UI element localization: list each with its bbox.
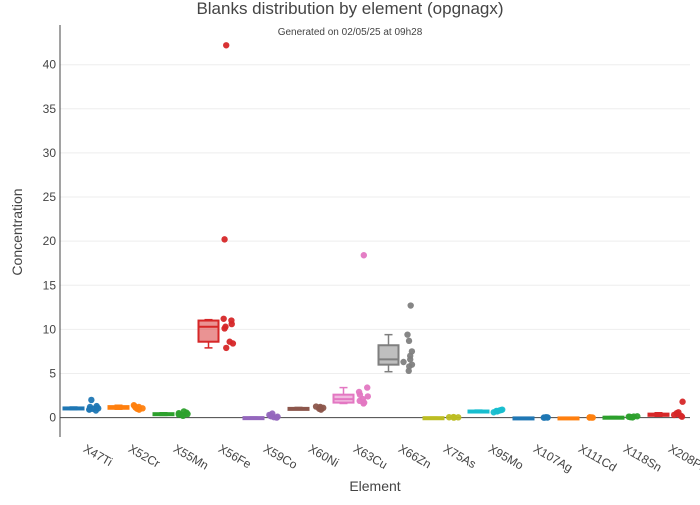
x-tick-label: X60Ni [306,441,341,469]
x-axis: X47Ti X52Cr X55Mn X56Fe X59Co X60Ni X63Cu X66Zn… [81,441,700,475]
series-x118sn [602,413,641,421]
y-tick-label: 40 [43,58,57,72]
data-point [497,406,505,414]
data-point [132,404,139,411]
chart-subtitle: Generated on 02/05/25 at 09h28 [278,27,423,38]
data-point [139,405,146,412]
data-point [455,414,462,421]
data-point [450,413,457,421]
data-point [404,331,411,338]
data-point [269,410,276,417]
series-x95mo [467,406,506,416]
data-point [88,396,95,404]
series-x59co [242,410,281,421]
data-point [223,344,230,352]
series-x63cu [332,252,372,407]
data-point [408,361,416,368]
data-point [408,348,416,355]
data-point [221,236,228,243]
x-tick-label: X59Co [261,441,300,472]
series-x52cr [107,402,146,413]
data-point [222,323,229,330]
x-tick-label: X75As [441,441,479,471]
x-tick-label: X118Sn [621,441,664,474]
x-tick-label: X47Ti [81,441,115,469]
data-point [625,413,632,420]
data-point [679,398,686,405]
y-tick-label: 15 [43,278,57,292]
data-point [355,388,363,396]
box [377,344,400,366]
data-point [228,317,235,324]
x-axis-label: Element [349,478,400,494]
data-point [223,42,230,49]
y-tick-label: 35 [43,102,57,116]
x-tick-label: X52Cr [126,441,162,470]
series-x47ti [62,396,102,414]
data-point [543,414,551,421]
data-point [95,405,102,412]
plot-area [62,42,686,421]
series-x107ag [512,414,551,421]
series-x111cd [557,414,596,421]
x-tick-label: X63Cu [351,441,390,471]
series-x208pb [647,398,686,420]
series-x75as [422,413,462,421]
data-point [589,414,596,421]
data-point [180,408,188,415]
y-tick-label: 5 [49,366,56,380]
series-x56fe [197,42,237,352]
y-tick-label: 10 [43,322,57,336]
data-point [86,406,93,413]
y-tick-label: 25 [43,190,57,204]
data-point [312,403,320,410]
y-tick-label: 20 [43,234,57,248]
x-tick-label: X208Pb [666,441,700,475]
data-point [274,413,281,420]
data-point [175,411,182,418]
x-tick-label: X111Cd [576,441,619,474]
data-point [364,393,372,400]
series-x55mn [152,408,191,420]
data-point [360,252,368,259]
box [197,319,220,343]
data-point [634,413,641,420]
data-point [220,315,227,322]
series-x60ni [287,403,327,413]
data-point [675,409,682,416]
gridlines [60,64,690,419]
series-x66zn [377,302,416,375]
y-axis: 0 5 10 15 20 25 30 35 40 [43,25,61,437]
x-tick-label: X66Zn [396,441,434,471]
chart-title: Blanks distribution by element (opgnagx) [196,0,503,18]
y-axis-label: Concentration [9,188,25,275]
y-tick-label: 30 [43,146,57,160]
data-point [400,358,407,366]
y-tick-label: 0 [49,411,56,425]
x-tick-label: X56Fe [216,441,254,471]
data-point [364,384,371,391]
data-point [407,302,414,309]
x-tick-label: X107Ag [531,441,575,474]
data-point [405,337,413,345]
x-tick-label: X95Mo [486,441,526,472]
data-point [226,338,233,345]
x-tick-label: X55Mn [171,441,211,472]
